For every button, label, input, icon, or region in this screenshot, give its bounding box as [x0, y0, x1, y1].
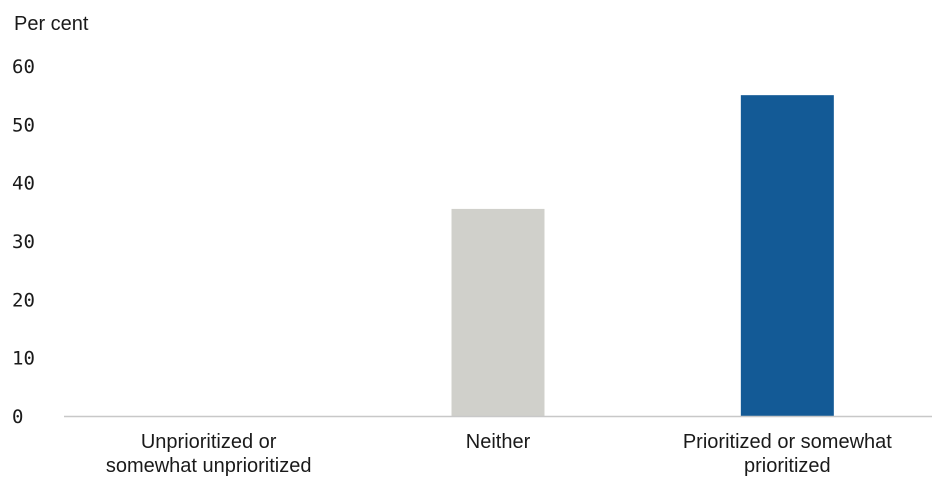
bar: [740, 95, 834, 417]
y-tick-label: 20: [12, 289, 35, 311]
y-tick-label: 30: [12, 231, 35, 253]
y-axis-label: Per cent: [14, 13, 89, 35]
y-tick-label: 50: [12, 114, 35, 136]
y-tick-label: 60: [12, 56, 35, 78]
y-tick-label: 10: [12, 348, 35, 370]
category-label: Neither: [466, 431, 531, 453]
category-label: prioritized: [744, 455, 831, 477]
bars: [451, 95, 834, 417]
category-label: Unprioritized or: [141, 431, 277, 453]
y-tick-label: 0: [12, 406, 23, 428]
y-tick-labels: 0 10 20 30 40 50 60: [12, 56, 35, 428]
category-label: somewhat unprioritized: [106, 455, 312, 477]
category-label: Prioritized or somewhat: [683, 431, 892, 453]
bar: [451, 208, 545, 416]
y-tick-label: 40: [12, 173, 35, 195]
